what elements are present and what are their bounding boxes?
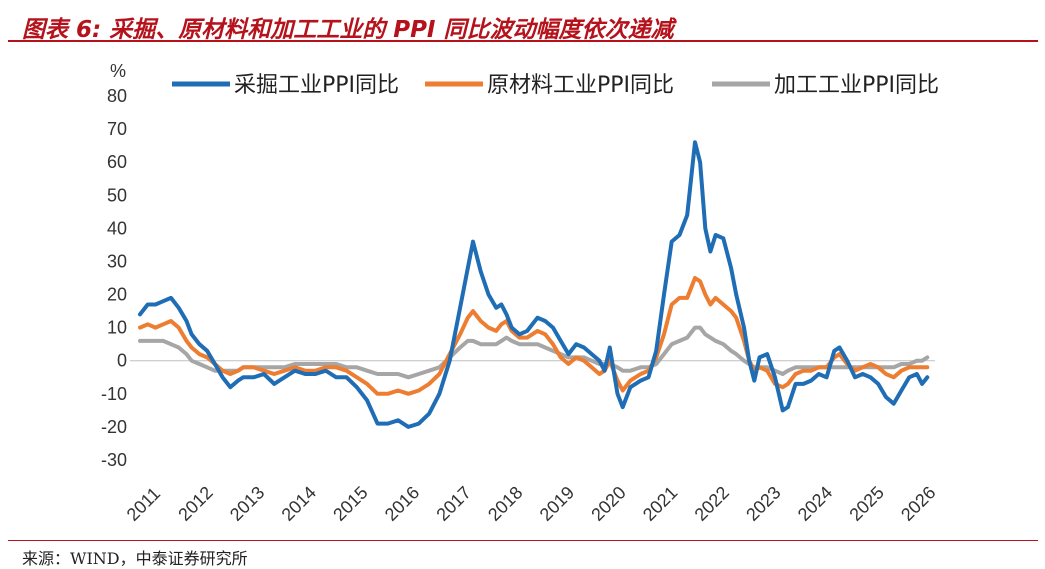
legend-label-2: 原材料工业PPI同比	[487, 73, 674, 98]
y-tick-label: 40	[107, 218, 127, 238]
y-axis: 80 70 60 50 40 30 20 10 0 -10 -20 -30%	[101, 61, 127, 470]
y-tick-label: 0	[117, 351, 127, 371]
legend-label-1: 采掘工业PPI同比	[234, 73, 399, 98]
y-axis-unit: %	[110, 61, 126, 81]
title-bar: 图表 6: 采掘、原材料和加工工业的 PPI 同比波动幅度依次递减	[0, 0, 1045, 43]
x-tick-label: 2023	[742, 482, 784, 524]
legend: 采掘工业PPI同比 原材料工业PPI同比 加工工业PPI同比	[172, 73, 939, 98]
y-tick-label: 50	[107, 185, 127, 205]
x-tick-label: 2022	[691, 482, 733, 524]
series-line-3	[138, 325, 930, 380]
title-rule	[8, 40, 1038, 42]
y-tick-label: 30	[107, 251, 127, 271]
x-tick-label: 2025	[845, 482, 887, 524]
ppi-line-chart: 80 70 60 50 40 30 20 10 0 -10 -20 -30% 2011 2012 2013…	[101, 61, 940, 525]
x-tick-label: 2017	[432, 482, 474, 524]
x-tick-label: 2012	[174, 482, 216, 524]
x-tick-label: 2026	[897, 482, 939, 524]
x-tick-label: 2011	[123, 483, 165, 525]
x-tick-label: 2013	[226, 482, 268, 524]
y-tick-label: 10	[107, 318, 127, 338]
source-rule	[8, 540, 1038, 541]
x-tick-label: 2024	[794, 482, 836, 524]
y-tick-label: 20	[107, 285, 127, 305]
x-tick-label: 2019	[536, 482, 578, 524]
y-tick-label: -10	[101, 384, 127, 404]
chart-title: 图表 6: 采掘、原材料和加工工业的 PPI 同比波动幅度依次递减	[22, 17, 674, 43]
x-tick-label: 2021	[639, 482, 681, 524]
y-tick-label: 70	[107, 119, 127, 139]
x-tick-label: 2016	[381, 482, 423, 524]
x-axis: 2011 2012 2013 2014 2015 2016 2017 2018 2019 2020…	[123, 360, 939, 525]
series-line-1	[138, 140, 930, 429]
y-tick-label: -20	[101, 417, 127, 437]
source-note: 来源：WIND，中泰证券研究所	[22, 549, 248, 568]
x-tick-label: 2018	[484, 482, 526, 524]
y-tick-label: -30	[101, 450, 127, 470]
x-tick-label: 2014	[278, 482, 320, 524]
x-tick-label: 2020	[587, 482, 629, 524]
y-tick-label: 60	[107, 152, 127, 172]
x-tick-label: 2015	[329, 482, 371, 524]
series-line-2	[138, 276, 930, 396]
series-lines	[138, 140, 930, 429]
y-tick-label: 80	[107, 86, 127, 106]
legend-label-3: 加工工业PPI同比	[774, 73, 939, 98]
